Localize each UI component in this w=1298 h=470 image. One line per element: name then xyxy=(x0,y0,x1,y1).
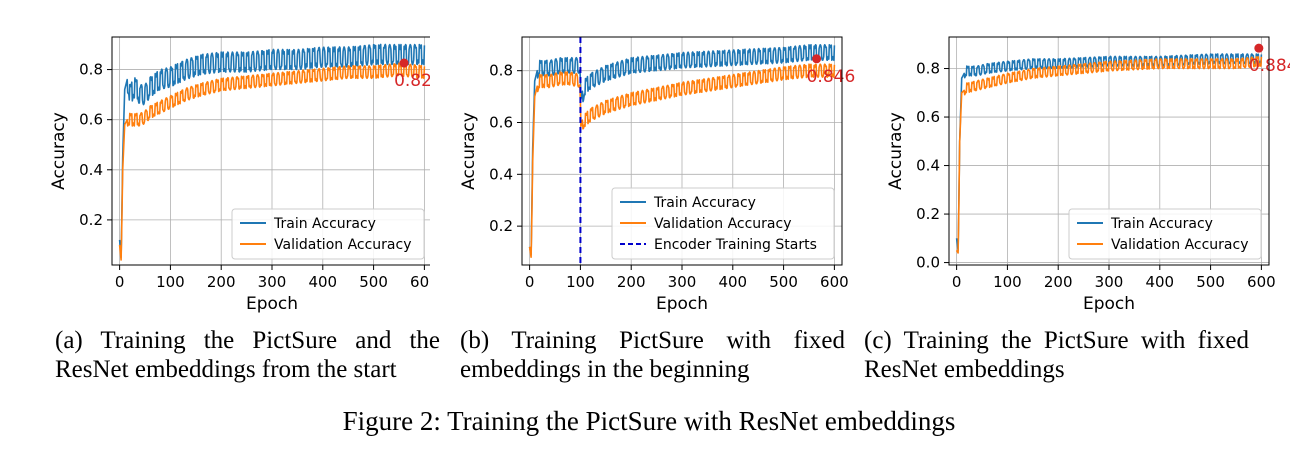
series-line-0 xyxy=(118,43,426,259)
legend-box xyxy=(1068,208,1262,260)
best-accuracy-label: 0.826 xyxy=(394,71,430,91)
legend-label: Train Accuracy xyxy=(653,195,756,211)
x-tick-label: 600 xyxy=(820,273,849,291)
figure-caption: Figure 2: Training the PictSure with Res… xyxy=(342,406,956,436)
legend-label: Validation Accuracy xyxy=(654,216,792,232)
legend-box xyxy=(611,187,835,260)
x-tick-label: 300 xyxy=(668,273,697,291)
legend-label: Encoder Training Starts xyxy=(654,237,817,253)
chart-c: 0.88401002003004005006000.00.20.40.60.8E… xyxy=(886,36,1290,314)
y-tick-label: 0.2 xyxy=(79,211,103,229)
best-accuracy-label: 0.846 xyxy=(807,67,856,87)
legend-label: Train Accuracy xyxy=(273,216,376,232)
y-tick-label: 0.6 xyxy=(489,114,513,132)
x-tick-label: 600 xyxy=(1247,273,1276,291)
x-tick-label: 100 xyxy=(566,273,595,291)
y-tick-label: 0.4 xyxy=(79,161,103,179)
y-axis-label: Accuracy xyxy=(886,112,906,190)
best-accuracy-marker xyxy=(1254,43,1264,53)
subcaption-c: (c) Training the PictSure with fixed Res… xyxy=(864,327,1249,383)
y-axis-label: Accuracy xyxy=(459,112,479,190)
best-accuracy-marker xyxy=(812,54,822,64)
y-tick-label: 0.2 xyxy=(916,205,940,223)
y-tick-label: 0.6 xyxy=(916,108,940,126)
x-tick-label: 600 xyxy=(410,273,430,291)
x-tick-label: 200 xyxy=(207,273,236,291)
y-tick-label: 0.8 xyxy=(916,60,940,78)
x-tick-label: 200 xyxy=(617,273,646,291)
x-tick-label: 100 xyxy=(156,273,185,291)
legend-box xyxy=(231,208,425,260)
subcaption-b: (b) Training PictSure with fixed embeddi… xyxy=(460,327,845,383)
y-tick-label: 0.8 xyxy=(79,61,103,79)
x-tick-label: 500 xyxy=(769,273,798,291)
chart-a: 0.826 0 100 200 300 400 500 600 0.2 0.4 0.6 0.8 Epoc… xyxy=(49,36,430,314)
x-axis-label: Epoch xyxy=(1083,294,1135,314)
best-accuracy-marker xyxy=(399,58,409,68)
legend-label: Train Accuracy xyxy=(1110,216,1213,232)
x-tick-label: 300 xyxy=(1095,273,1124,291)
x-tick-label: 100 xyxy=(993,273,1022,291)
legend-label: Validation Accuracy xyxy=(274,237,412,253)
x-tick-label: 500 xyxy=(1196,273,1225,291)
series-line-1 xyxy=(118,62,426,261)
legend-label: Validation Accuracy xyxy=(1111,237,1249,253)
y-tick-label: 0.6 xyxy=(79,111,103,129)
x-tick-label: 200 xyxy=(1044,273,1073,291)
x-tick-label: 0 xyxy=(525,273,535,291)
x-axis-label: Epoch xyxy=(246,294,298,314)
x-tick-label: 400 xyxy=(308,273,337,291)
x-tick-label: 0 xyxy=(952,273,962,291)
y-tick-label: 0.0 xyxy=(916,254,940,272)
x-axis-label: Epoch xyxy=(656,294,708,314)
chart-b: 0.846 0 100 200 300 400 500 600 0.2 0.4 0.6 0.8 Epoc… xyxy=(459,36,856,314)
y-tick-label: 0.4 xyxy=(489,165,513,183)
series-line-0 xyxy=(955,53,1263,252)
y-tick-label: 0.4 xyxy=(916,157,940,175)
y-tick-label: 0.2 xyxy=(489,217,513,235)
x-tick-label: 0 xyxy=(115,273,125,291)
subcaption-a: (a) Training the PictSure and the ResNet… xyxy=(55,327,440,383)
series-line-1 xyxy=(955,56,1263,254)
x-tick-label: 300 xyxy=(258,273,287,291)
y-axis-label: Accuracy xyxy=(49,112,69,190)
x-tick-label: 400 xyxy=(718,273,747,291)
x-tick-label: 400 xyxy=(1145,273,1174,291)
x-tick-label: 500 xyxy=(359,273,388,291)
y-tick-label: 0.8 xyxy=(489,62,513,80)
